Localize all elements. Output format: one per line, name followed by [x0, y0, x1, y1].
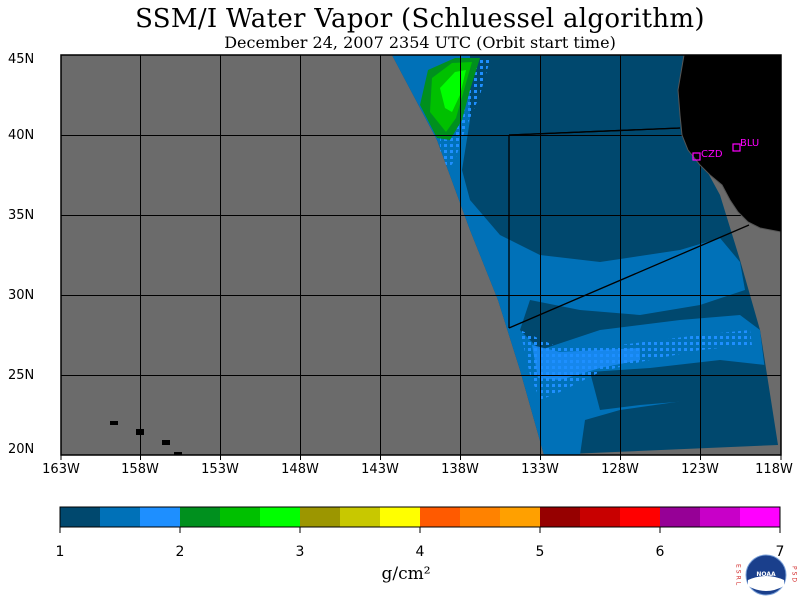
swath-band-dark-lower [590, 360, 770, 410]
legend-units: g/cm² [381, 564, 431, 584]
legend-swatch [60, 507, 101, 527]
legend-label-5: 5 [535, 544, 545, 560]
lat-label-30n: 30N [8, 288, 35, 303]
station-blu-label: BLU [740, 138, 759, 149]
coastline [677, 55, 781, 233]
legend-swatch [540, 507, 581, 527]
lon-label-163w: 163W [42, 462, 80, 477]
lon-label-128w: 128W [601, 462, 639, 477]
noaa-esrl-psd-logo: NOAA ESRL PSD [735, 554, 798, 596]
legend-swatch [300, 507, 341, 527]
legend-swatch [260, 507, 301, 527]
legend-label-1: 1 [55, 544, 65, 560]
lon-label-123w: 123W [681, 462, 719, 477]
legend-label-7: 7 [775, 544, 785, 560]
legend-swatch [380, 507, 421, 527]
lat-label-35n: 35N [8, 208, 35, 223]
legend-swatch [340, 507, 381, 527]
graticule [61, 55, 781, 455]
logo-right-letters: PSD [791, 566, 798, 584]
legend-swatch [740, 507, 781, 527]
legend-label-4: 4 [415, 544, 425, 560]
station-blu-marker [732, 143, 741, 152]
legend-swatch [500, 507, 541, 527]
chart-title: SSM/I Water Vapor (Schluessel algorithm) [135, 4, 705, 34]
legend-swatch [660, 507, 701, 527]
legend-swatch [180, 507, 221, 527]
lon-label-118w: 118W [755, 462, 793, 477]
legend-swatch [620, 507, 661, 527]
land-mass [678, 55, 781, 232]
lat-label-40n: 40N [8, 128, 35, 143]
legend-swatch [700, 507, 741, 527]
chart-subtitle: December 24, 2007 2354 UTC (Orbit start … [224, 33, 616, 52]
legend-swatch [580, 507, 621, 527]
lon-label-153w: 153W [201, 462, 239, 477]
lat-label-45n: 45N [8, 52, 35, 67]
station-markers [692, 143, 741, 161]
legend-swatch [420, 507, 461, 527]
lon-label-143w: 143W [361, 462, 399, 477]
lon-label-148w: 148W [281, 462, 319, 477]
swath-green-bright [440, 70, 466, 112]
legend-label-3: 3 [295, 544, 305, 560]
legend-swatch [460, 507, 501, 527]
swath-band-bright [520, 330, 752, 400]
lon-label-133w: 133W [521, 462, 559, 477]
axis-ticks [60, 455, 782, 460]
logo-center-text: NOAA [756, 571, 776, 578]
station-czd-marker [692, 152, 701, 161]
legend-swatch [220, 507, 261, 527]
swath-band-bright-2 [532, 345, 640, 380]
lat-label-25n: 25N [8, 368, 35, 383]
legend-label-2: 2 [175, 544, 185, 560]
station-czd-label: CZD [701, 149, 723, 160]
lat-label-20n: 20N [8, 442, 35, 457]
legend-swatch [100, 507, 141, 527]
legend-swatch [140, 507, 181, 527]
map-frame [60, 54, 782, 456]
legend-label-6: 6 [655, 544, 665, 560]
lon-label-158w: 158W [121, 462, 159, 477]
logo-left-letters: ESRL [735, 564, 742, 587]
lon-label-138w: 138W [441, 462, 479, 477]
